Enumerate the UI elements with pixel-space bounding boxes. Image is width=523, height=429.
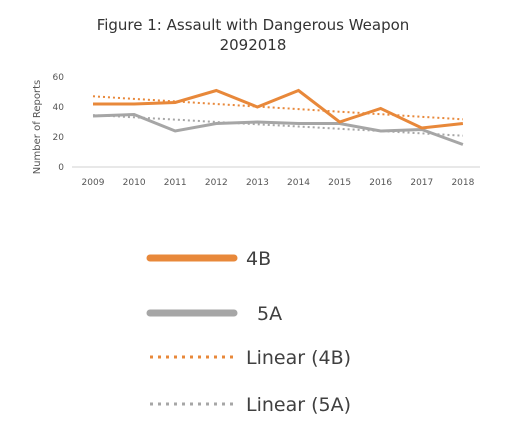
x-tick-label: 2014 <box>287 178 310 188</box>
series-line-linear-5a <box>92 114 463 137</box>
y-tick-label: 20 <box>53 133 65 143</box>
legend: 4B 5A Linear (4B) Linear (5A) <box>146 248 351 416</box>
series-line-4b <box>93 88 464 130</box>
x-tick-label: 2017 <box>410 178 433 188</box>
y-tick-label: 60 <box>53 73 65 83</box>
x-tick-label: 2016 <box>369 178 392 188</box>
y-axis-label: Number of Reports <box>32 80 43 175</box>
x-tick-label: 2018 <box>451 178 474 188</box>
y-tick-labels: 0 20 40 60 <box>53 73 65 173</box>
chart-title-line1: Figure 1: Assault with Dangerous Weapon <box>97 16 410 34</box>
x-tick-label: 2010 <box>123 178 146 188</box>
x-tick-label: 2011 <box>164 178 187 188</box>
x-tick-label: 2012 <box>205 178 228 188</box>
x-tick-label: 2013 <box>246 178 269 188</box>
legend-label: Linear (4B) <box>246 347 351 369</box>
x-tick-label: 2015 <box>328 178 351 188</box>
chart-title-line2: 2092018 <box>220 36 287 54</box>
legend-label: Linear (5A) <box>246 394 351 416</box>
series-line-linear-4b <box>92 95 463 121</box>
x-tick-label: 2009 <box>82 178 105 188</box>
legend-label: 5A <box>257 303 282 325</box>
x-tick-labels: 2009 2010 2011 2012 2013 2014 2015 2016 2017 2018 <box>82 178 475 188</box>
series-lines <box>92 88 464 146</box>
legend-label: 4B <box>246 248 271 270</box>
y-tick-label: 0 <box>58 163 64 173</box>
y-tick-label: 40 <box>53 103 65 113</box>
series-line-5a <box>92 112 464 146</box>
